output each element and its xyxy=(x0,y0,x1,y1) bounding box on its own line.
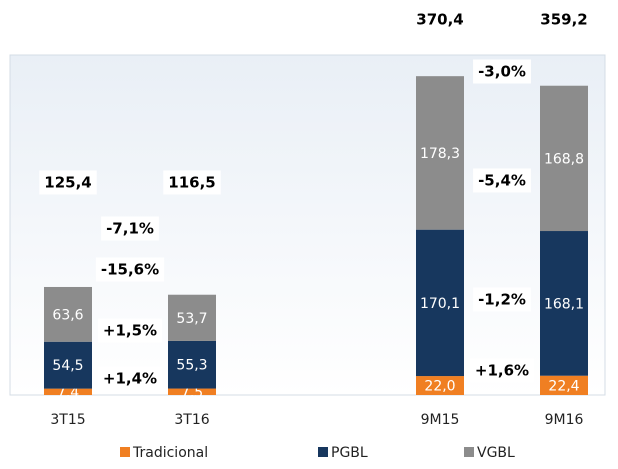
value-label: 22,0 xyxy=(424,379,455,395)
bar-segment xyxy=(416,76,464,230)
x-tick-label: 9M15 xyxy=(421,412,460,428)
bar-segment xyxy=(416,229,464,377)
value-label: 168,1 xyxy=(544,296,584,312)
change-label-box xyxy=(101,216,159,241)
change-label-box xyxy=(473,287,531,312)
total-label: 116,5 xyxy=(168,174,215,192)
legend-label: PGBL xyxy=(331,445,368,461)
change-label: -15,6% xyxy=(101,261,159,279)
value-label: 7,4 xyxy=(57,385,79,401)
legend-label: Tradicional xyxy=(132,445,208,461)
value-label: 53,7 xyxy=(176,311,207,327)
change-label-box xyxy=(97,318,163,343)
change-label: -3,0% xyxy=(478,63,526,81)
change-label-box xyxy=(473,59,531,84)
bar-segment xyxy=(540,85,588,232)
total-label: 359,2 xyxy=(540,11,587,29)
bar-segment xyxy=(416,376,464,395)
total-label: 125,4 xyxy=(44,174,91,192)
value-label: 170,1 xyxy=(420,296,460,312)
change-label: -5,4% xyxy=(478,172,526,190)
total-label-box xyxy=(411,7,469,32)
value-label: 168,8 xyxy=(544,151,584,167)
change-label: +1,4% xyxy=(103,370,157,388)
change-label: +1,6% xyxy=(475,362,529,380)
change-label-box xyxy=(95,257,165,282)
value-label: 54,5 xyxy=(52,358,83,374)
total-label-box xyxy=(535,7,593,32)
value-label: 178,3 xyxy=(420,146,460,162)
value-label: 63,6 xyxy=(52,307,83,323)
change-label-box xyxy=(469,358,535,383)
change-label-box xyxy=(473,168,531,193)
bar-segment xyxy=(168,388,216,395)
change-label: -7,1% xyxy=(106,220,154,238)
bar-segment xyxy=(44,388,92,395)
value-label: 55,3 xyxy=(176,358,207,374)
legend-swatch xyxy=(120,447,130,457)
total-label-box xyxy=(39,170,97,195)
x-tick-label: 3T15 xyxy=(50,412,85,428)
legend-swatch xyxy=(318,447,328,457)
legend-swatch xyxy=(464,447,474,457)
change-label: -1,2% xyxy=(478,291,526,309)
bar-segment xyxy=(44,286,92,342)
bar-segment xyxy=(540,375,588,395)
plot-area xyxy=(9,54,606,396)
change-label: +1,5% xyxy=(103,322,157,340)
change-label-box xyxy=(97,366,163,391)
x-tick-label: 9M16 xyxy=(545,412,584,428)
total-label: 370,4 xyxy=(416,11,463,29)
x-tick-label: 3T16 xyxy=(174,412,209,428)
bar-segment xyxy=(168,340,216,389)
total-label-box xyxy=(163,170,221,195)
value-label: 7,5 xyxy=(181,385,203,401)
bar-segment xyxy=(540,231,588,376)
legend-label: VGBL xyxy=(477,445,515,461)
bar-segment xyxy=(168,294,216,341)
bar-segment xyxy=(44,341,92,389)
value-label: 22,4 xyxy=(548,378,579,394)
